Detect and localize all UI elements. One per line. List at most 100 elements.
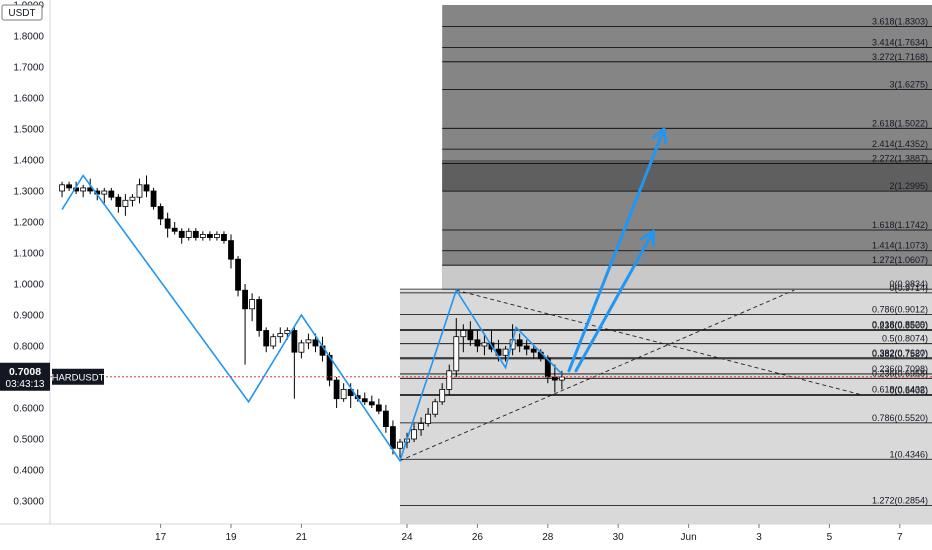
projection-arrow-head — [651, 127, 668, 145]
time-tick-label: 28 — [542, 532, 554, 543]
fib-level-label: 1.618(1.1742) — [872, 220, 928, 230]
candle-body — [129, 196, 136, 201]
price-tick-label: 1.2000 — [13, 218, 44, 229]
fib-level-label: 0.786(0.9012) — [872, 305, 928, 315]
fib-level-label: 1.272(0.2854) — [872, 496, 928, 506]
candle-body — [206, 233, 213, 238]
symbol-label: HARDUSDT — [52, 372, 105, 383]
time-tick-label: Jun — [681, 532, 697, 543]
candle-body — [453, 336, 460, 372]
fib-level-label: 0(0.9834) — [889, 279, 928, 289]
candle-body — [558, 376, 565, 381]
projection-arrow-shaft — [567, 127, 666, 373]
time-tick-label: 26 — [472, 532, 484, 543]
time-tick-label: 5 — [827, 532, 833, 543]
candle-body — [333, 379, 340, 400]
price-tick-label: 0.5000 — [13, 435, 44, 446]
candle-body — [425, 413, 432, 424]
candle-body — [390, 426, 396, 449]
fib-level-label: 1.414(1.1073) — [872, 241, 928, 251]
zigzag-line — [61, 174, 563, 463]
time-tick-label: 17 — [155, 532, 167, 543]
fib-level-label: 1(0.4346) — [889, 449, 928, 459]
price-tick-label: 0.4000 — [13, 466, 44, 477]
candle-body — [418, 423, 424, 431]
fib-level-label: 2.618(1.5022) — [872, 118, 928, 128]
candle-body — [101, 190, 108, 195]
candle-body — [439, 388, 446, 403]
price-tick-label: 1.1000 — [13, 249, 44, 260]
time-tick-label: 19 — [225, 532, 237, 543]
fib-level-label: 0.236(0.8500) — [872, 321, 928, 331]
price-tick-label: 1.0000 — [13, 280, 44, 291]
price-tick-label: 0.8000 — [13, 342, 44, 353]
zigzag-pattern — [61, 174, 563, 463]
candle-body — [157, 206, 164, 220]
price-tick-label: 0.6000 — [13, 404, 44, 415]
time-axis-panel — [0, 524, 932, 550]
trend-lines — [399, 289, 865, 462]
fib-level-label: 0(0.9714) — [889, 283, 928, 293]
fib-region — [399, 290, 932, 524]
candle-body — [523, 345, 530, 350]
candle-body — [136, 184, 143, 198]
price-tick-label: 1.5000 — [13, 125, 44, 136]
fib-level-label: 0.618(0.6432) — [872, 385, 928, 395]
price-tick-label: 1.4000 — [13, 156, 44, 167]
current-price-value: 0.7008 — [9, 366, 41, 378]
candle-body — [516, 339, 523, 347]
candle-body — [411, 429, 417, 440]
candle-body — [340, 388, 347, 400]
fib-level-label: 0.382(0.7587) — [872, 349, 928, 359]
fib-level-label: 0.618(0.8529) — [872, 320, 928, 330]
candle-body — [214, 233, 220, 238]
price-tick-label: 0.3000 — [13, 497, 44, 508]
fib-level-label: 0.236(0.7098) — [872, 364, 928, 374]
time-tick-label: 21 — [296, 532, 308, 543]
candle-body — [291, 330, 298, 353]
fib-region — [442, 160, 932, 191]
price-tick-label: 1.8000 — [13, 32, 44, 43]
candle-body — [178, 230, 185, 238]
candle-body — [150, 190, 157, 207]
candle-body — [270, 336, 277, 347]
price-tick-label: 1.7000 — [13, 63, 44, 74]
projection-arrow-shaft — [574, 229, 655, 373]
price-axis-panel — [0, 0, 50, 550]
price-tick-label: 1.3000 — [13, 187, 44, 198]
fib-region — [442, 265, 932, 291]
candle-body — [446, 370, 453, 390]
candle-body — [235, 258, 241, 291]
price-countdown: 03:43:13 — [6, 379, 45, 390]
fib-level-label: 0(0.6408) — [889, 385, 928, 395]
dashed-trend-line — [399, 289, 795, 462]
currency-label: USDT — [8, 8, 35, 19]
candle-body — [460, 330, 467, 338]
currency-badge — [1, 4, 43, 21]
fib-regions — [399, 5, 932, 524]
candle-body — [192, 230, 199, 238]
candle-body — [305, 339, 312, 344]
candle-body — [312, 339, 319, 347]
time-tick-label: 7 — [897, 532, 903, 543]
fib-region — [442, 5, 932, 291]
candle-body — [474, 339, 481, 347]
fib-level-label: 3.272(1.7168) — [872, 52, 928, 62]
projection-arrows — [567, 127, 668, 373]
fib-level-label: 2.414(1.4352) — [872, 139, 928, 149]
candle-body — [242, 289, 248, 310]
candle-body — [256, 299, 263, 331]
symbol-tag — [52, 368, 104, 385]
fib-level-label: 3.618(1.8303) — [872, 17, 928, 27]
candle-body — [164, 218, 171, 229]
current-price-tag — [0, 362, 50, 391]
candle-body — [530, 348, 537, 353]
fib-level-label: 0.236(0.6958) — [872, 368, 928, 378]
price-tick-label: 0.9000 — [13, 311, 44, 322]
candle-body — [361, 398, 368, 403]
candle-body — [108, 190, 115, 198]
candle-body — [143, 184, 150, 192]
candle-body — [263, 330, 270, 347]
